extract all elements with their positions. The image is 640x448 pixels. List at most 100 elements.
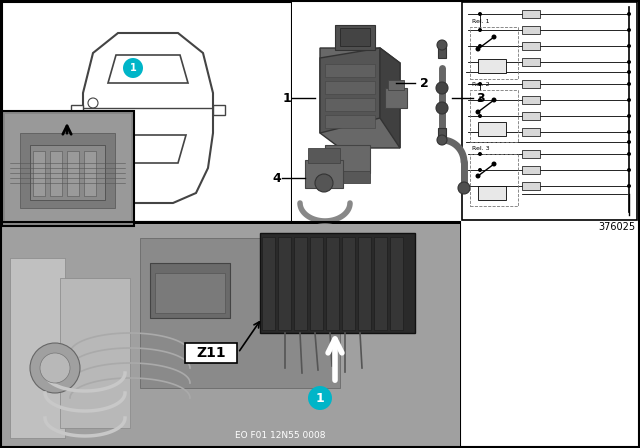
- Bar: [2, 224, 460, 446]
- Bar: [213, 105, 225, 115]
- Circle shape: [627, 140, 631, 144]
- Text: 1: 1: [130, 63, 136, 73]
- Bar: [185, 343, 237, 363]
- Circle shape: [627, 70, 631, 74]
- Bar: [325, 64, 375, 77]
- Circle shape: [478, 152, 482, 156]
- Bar: [292, 2, 460, 222]
- Circle shape: [478, 28, 482, 32]
- Circle shape: [478, 82, 482, 86]
- Circle shape: [436, 82, 448, 94]
- Bar: [294, 237, 307, 330]
- Polygon shape: [380, 48, 400, 148]
- Bar: [522, 96, 540, 104]
- Circle shape: [627, 168, 631, 172]
- Circle shape: [437, 135, 447, 145]
- Bar: [60, 278, 130, 428]
- Bar: [50, 151, 62, 196]
- Circle shape: [492, 161, 497, 167]
- Circle shape: [476, 173, 481, 178]
- Bar: [150, 263, 230, 318]
- Circle shape: [478, 12, 482, 16]
- Circle shape: [30, 343, 80, 393]
- Circle shape: [627, 28, 631, 32]
- Bar: [20, 133, 115, 208]
- Bar: [522, 128, 540, 136]
- Text: 2: 2: [420, 77, 429, 90]
- Bar: [390, 237, 403, 330]
- Bar: [478, 122, 506, 136]
- Bar: [340, 28, 370, 46]
- Bar: [325, 81, 375, 94]
- Bar: [522, 80, 540, 88]
- Bar: [140, 238, 340, 388]
- Bar: [308, 148, 340, 163]
- Circle shape: [627, 184, 631, 188]
- Bar: [522, 182, 540, 190]
- Text: 3: 3: [476, 91, 484, 104]
- Circle shape: [627, 60, 631, 64]
- Circle shape: [478, 44, 482, 48]
- Bar: [326, 237, 339, 330]
- Circle shape: [627, 114, 631, 118]
- Circle shape: [436, 102, 448, 114]
- Bar: [438, 46, 446, 58]
- Bar: [262, 237, 275, 330]
- Bar: [462, 2, 637, 220]
- Bar: [470, 90, 518, 142]
- Text: 1: 1: [283, 91, 291, 104]
- Text: Rel. 1: Rel. 1: [472, 19, 490, 24]
- Bar: [522, 166, 540, 174]
- Bar: [278, 237, 291, 330]
- Circle shape: [478, 168, 482, 172]
- Text: 1: 1: [316, 392, 324, 405]
- Bar: [522, 150, 540, 158]
- Circle shape: [476, 47, 481, 52]
- Circle shape: [627, 152, 631, 156]
- Bar: [67, 151, 79, 196]
- Bar: [335, 25, 375, 50]
- Bar: [522, 42, 540, 50]
- Bar: [84, 151, 96, 196]
- Circle shape: [627, 12, 631, 16]
- Bar: [522, 10, 540, 18]
- Bar: [310, 237, 323, 330]
- Text: Z11: Z11: [196, 346, 226, 360]
- Bar: [260, 233, 415, 333]
- Bar: [2, 111, 134, 226]
- Circle shape: [437, 40, 447, 50]
- Circle shape: [315, 174, 333, 192]
- Bar: [522, 58, 540, 66]
- Circle shape: [627, 130, 631, 134]
- Bar: [358, 237, 371, 330]
- Bar: [388, 80, 404, 90]
- Bar: [470, 154, 518, 206]
- Circle shape: [40, 353, 70, 383]
- Bar: [438, 128, 446, 140]
- Circle shape: [627, 82, 631, 86]
- Bar: [325, 145, 370, 173]
- Polygon shape: [320, 48, 400, 148]
- Circle shape: [123, 58, 143, 78]
- Bar: [325, 115, 375, 128]
- Bar: [470, 27, 518, 79]
- Circle shape: [478, 114, 482, 118]
- Circle shape: [458, 182, 470, 194]
- Bar: [10, 258, 65, 438]
- Bar: [5, 114, 131, 223]
- Circle shape: [308, 386, 332, 410]
- Circle shape: [627, 44, 631, 48]
- Text: Rel. 3: Rel. 3: [472, 146, 490, 151]
- Bar: [385, 88, 407, 108]
- Text: 376025: 376025: [598, 222, 635, 232]
- Bar: [30, 145, 105, 200]
- Bar: [478, 186, 506, 200]
- Text: 4: 4: [273, 172, 282, 185]
- Bar: [522, 26, 540, 34]
- Circle shape: [492, 34, 497, 39]
- Bar: [2, 224, 460, 446]
- Bar: [325, 98, 375, 111]
- Bar: [522, 112, 540, 120]
- Bar: [155, 273, 225, 313]
- Circle shape: [476, 109, 481, 115]
